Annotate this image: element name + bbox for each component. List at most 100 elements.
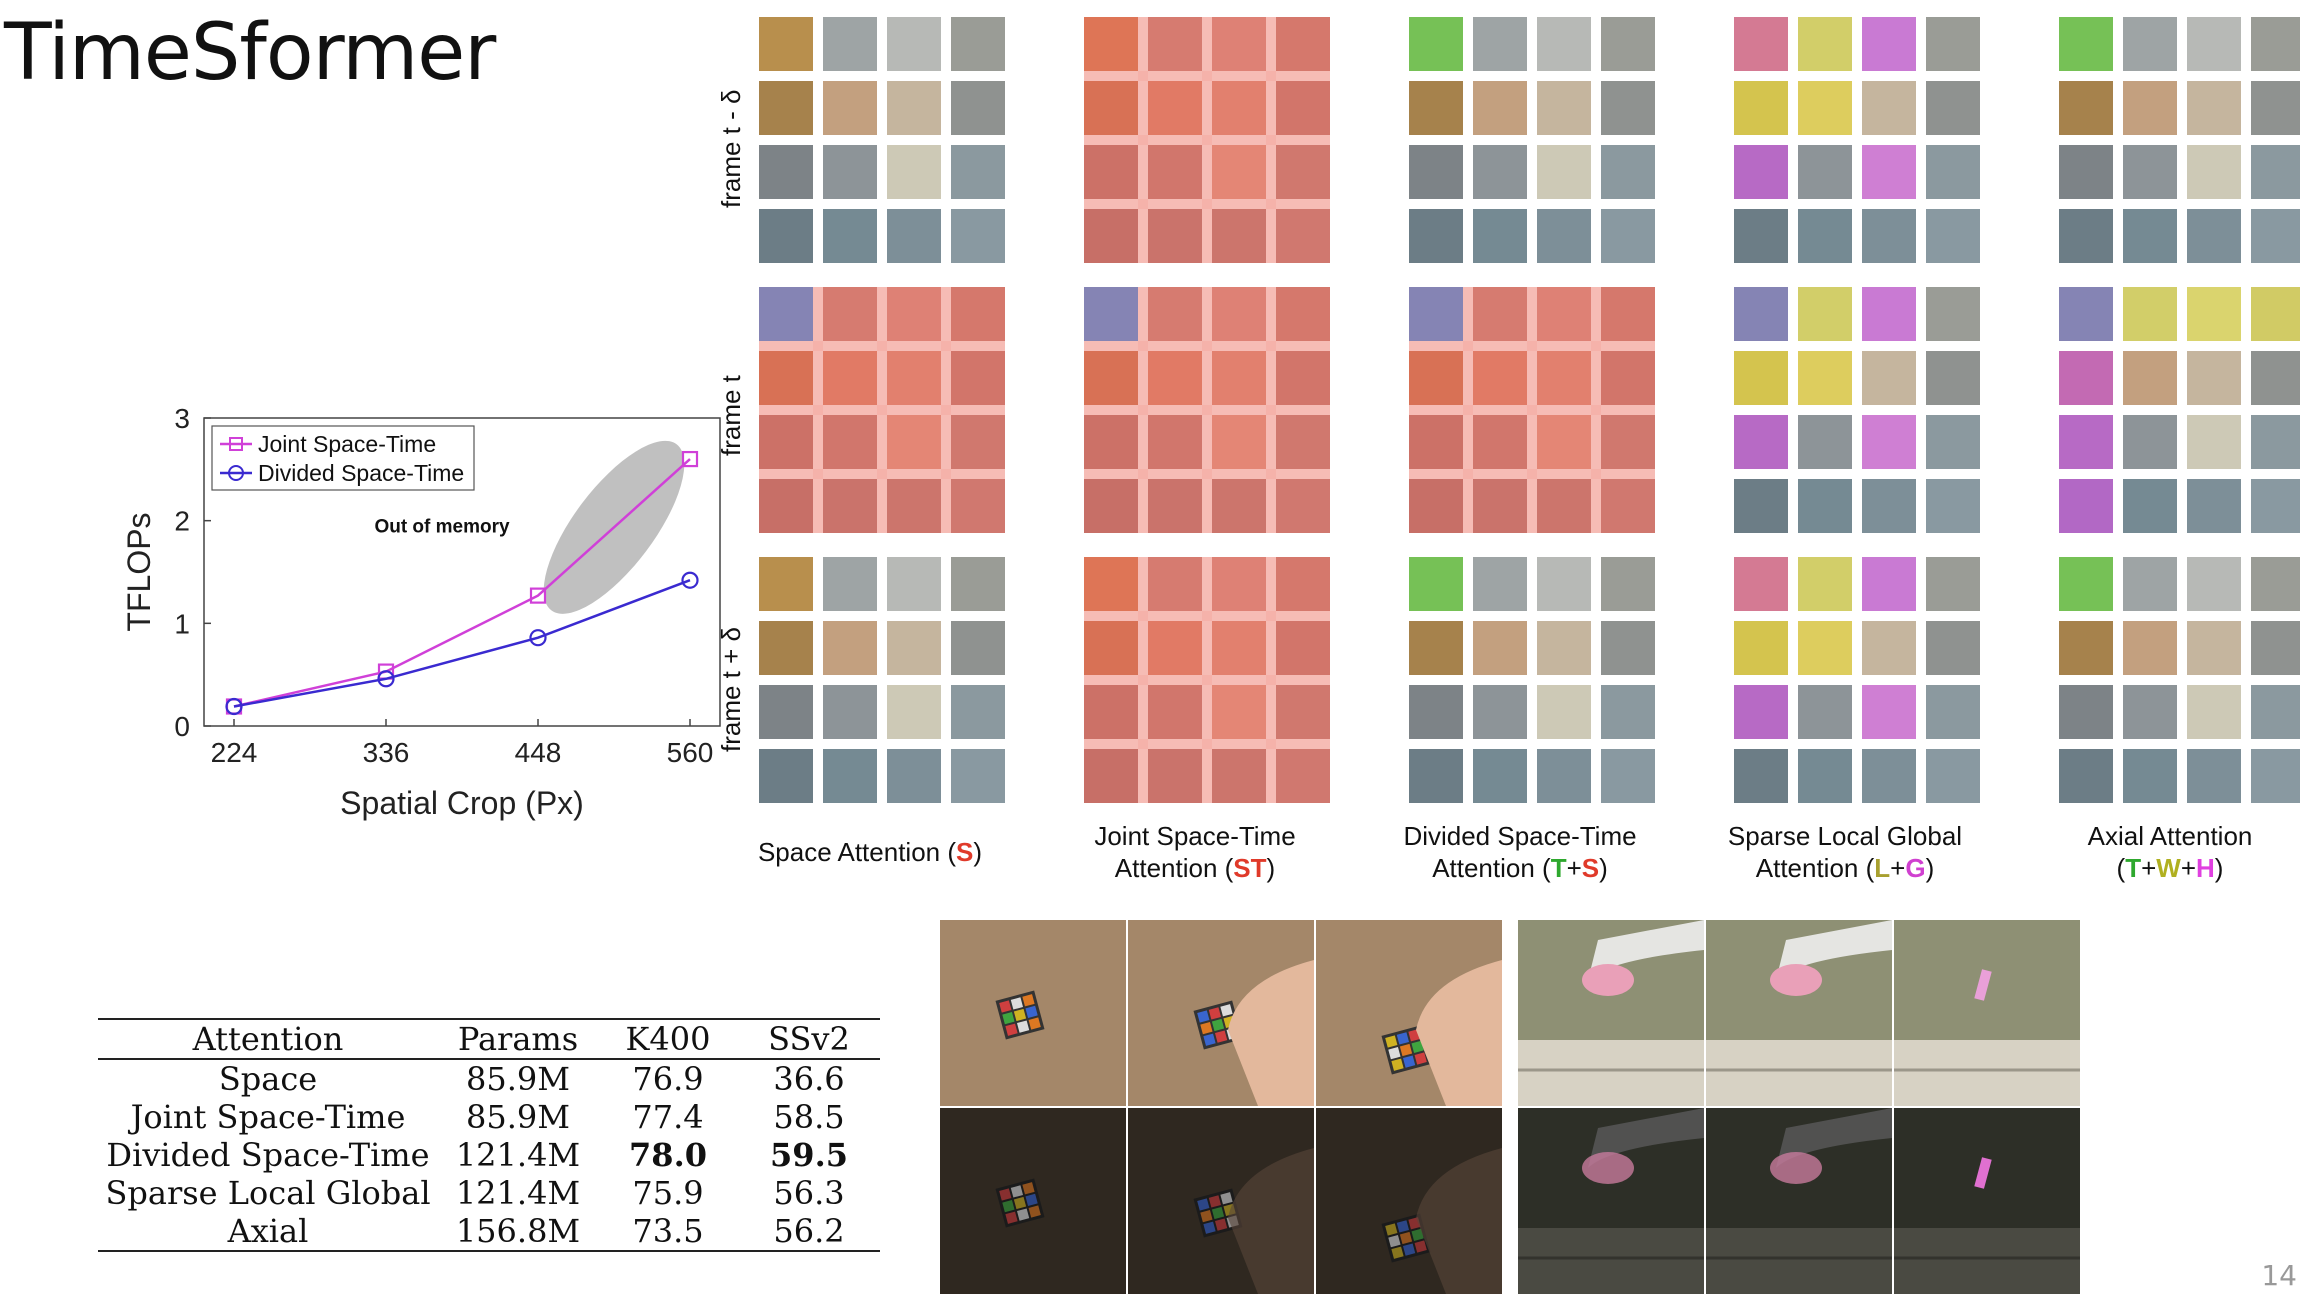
attention-patch xyxy=(2251,557,2300,611)
patch-image xyxy=(823,685,877,739)
attention-patch xyxy=(1409,145,1463,199)
patch-image xyxy=(759,621,813,675)
table-cell: Joint Space-Time xyxy=(130,1098,406,1136)
patch-image xyxy=(2187,557,2241,611)
attention-patch xyxy=(1409,17,1463,71)
data-point xyxy=(681,450,699,468)
attention-patch xyxy=(1926,351,1980,405)
patch-image xyxy=(2251,685,2300,739)
patch-attention-overlay xyxy=(1276,685,1330,739)
attention-patch xyxy=(1148,685,1202,739)
table-cell: 85.9M xyxy=(465,1060,570,1098)
table-cell: Space xyxy=(218,1060,318,1098)
video-frame xyxy=(1316,1108,1502,1294)
table-row: Divided Space-Time 121.4M 78.0 59.5 xyxy=(98,1136,880,1174)
cube-sticker xyxy=(1414,1240,1427,1253)
table-header: Attention xyxy=(192,1020,344,1058)
patch-attention-overlay xyxy=(1148,209,1202,263)
patch-attention-overlay xyxy=(1084,415,1138,469)
patch-attention-overlay xyxy=(1212,17,1266,71)
patch-image xyxy=(2251,145,2300,199)
slide-number: 14 xyxy=(2261,1259,2297,1292)
patch-image xyxy=(2123,209,2177,263)
attention-patch xyxy=(1537,621,1591,675)
hand xyxy=(1770,1152,1822,1184)
patch-attention-overlay xyxy=(823,287,877,341)
attention-results-table: Attention Params K400 SSv2 Space 85.9M 7… xyxy=(98,1018,880,1252)
caption-line: Space Attention (S) xyxy=(720,836,1020,868)
video-frame xyxy=(1316,920,1502,1106)
attention-patch xyxy=(1601,287,1655,341)
patch-attention-overlay xyxy=(2059,557,2113,611)
patch-image xyxy=(1926,415,1980,469)
video-frame xyxy=(940,920,1126,1106)
attention-patch xyxy=(759,479,813,533)
attention-patch xyxy=(1862,209,1916,263)
attention-patch xyxy=(1276,479,1330,533)
attention-patch xyxy=(1798,479,1852,533)
patch-attention-overlay xyxy=(2059,17,2113,71)
patch-attention-overlay xyxy=(951,415,1005,469)
cube-sticker xyxy=(1197,1198,1210,1211)
patch-image xyxy=(1473,81,1527,135)
attention-patch xyxy=(823,685,877,739)
patch-image xyxy=(2123,81,2177,135)
table-cell: 77.4 xyxy=(632,1098,704,1136)
cube-sticker xyxy=(1220,1004,1233,1017)
attention-patch xyxy=(1601,209,1655,263)
x-tick-label: 224 xyxy=(211,737,258,768)
attention-patch xyxy=(1734,81,1788,135)
patch-image xyxy=(951,557,1005,611)
patch-image xyxy=(1601,685,1655,739)
patch-image xyxy=(887,209,941,263)
attention-patch xyxy=(759,287,813,341)
patch-attention-overlay xyxy=(1084,479,1138,533)
patch-attention-overlay xyxy=(1862,17,1916,71)
attention-patch xyxy=(2251,685,2300,739)
data-point xyxy=(377,670,395,688)
attention-patch xyxy=(1798,17,1852,71)
patch-attention-overlay xyxy=(1537,415,1591,469)
slide-title: TimeSformer xyxy=(4,8,496,98)
attention-patch xyxy=(2123,749,2177,803)
patch-attention-overlay xyxy=(1798,351,1852,405)
caption-attention-2: Divided Space-Time Attention (T+S) xyxy=(1370,820,1670,884)
attention-patch xyxy=(2251,415,2300,469)
attention-patch xyxy=(1409,351,1463,405)
attention-patch xyxy=(2251,17,2300,71)
attention-patch xyxy=(2187,479,2241,533)
attention-patch xyxy=(2187,145,2241,199)
tflops-chart: 224 336 448 560 0 1 2 3 Spatial Crop (Px) TFLOPs O… xyxy=(121,403,721,821)
table-header: Params xyxy=(457,1020,579,1058)
caption-line: Axial Attention xyxy=(2087,821,2253,851)
attention-patch xyxy=(1734,557,1788,611)
drawer xyxy=(1894,1040,2080,1106)
attention-patch xyxy=(1409,621,1463,675)
cube-sticker xyxy=(1203,1221,1216,1234)
patch-image xyxy=(1537,749,1591,803)
patch-image xyxy=(2187,351,2241,405)
patch-attention-overlay xyxy=(1212,749,1266,803)
patch-attention-overlay xyxy=(1798,287,1852,341)
attention-patch xyxy=(1084,621,1138,675)
patch-image xyxy=(1537,685,1591,739)
patch-image xyxy=(1537,621,1591,675)
hand xyxy=(1416,1148,1502,1294)
patch-attention-overlay xyxy=(1601,479,1655,533)
table-cell: 156.8M xyxy=(455,1212,581,1250)
attention-patch xyxy=(2251,287,2300,341)
attention-patch xyxy=(759,621,813,675)
cube-sticker xyxy=(1002,1011,1015,1025)
attention-patch xyxy=(951,415,1005,469)
caption-symbol: + xyxy=(1890,853,1906,883)
attention-patch xyxy=(951,81,1005,135)
overlay-gap xyxy=(1084,199,1330,209)
table-cell: 85.9M xyxy=(465,1098,570,1136)
patch-image xyxy=(2059,749,2113,803)
series-line-joint xyxy=(233,458,691,708)
attention-patch xyxy=(1798,749,1852,803)
attention-patch xyxy=(2251,209,2300,263)
patch-image xyxy=(1601,209,1655,263)
attention-patch xyxy=(1148,145,1202,199)
legend-marker xyxy=(229,437,243,451)
